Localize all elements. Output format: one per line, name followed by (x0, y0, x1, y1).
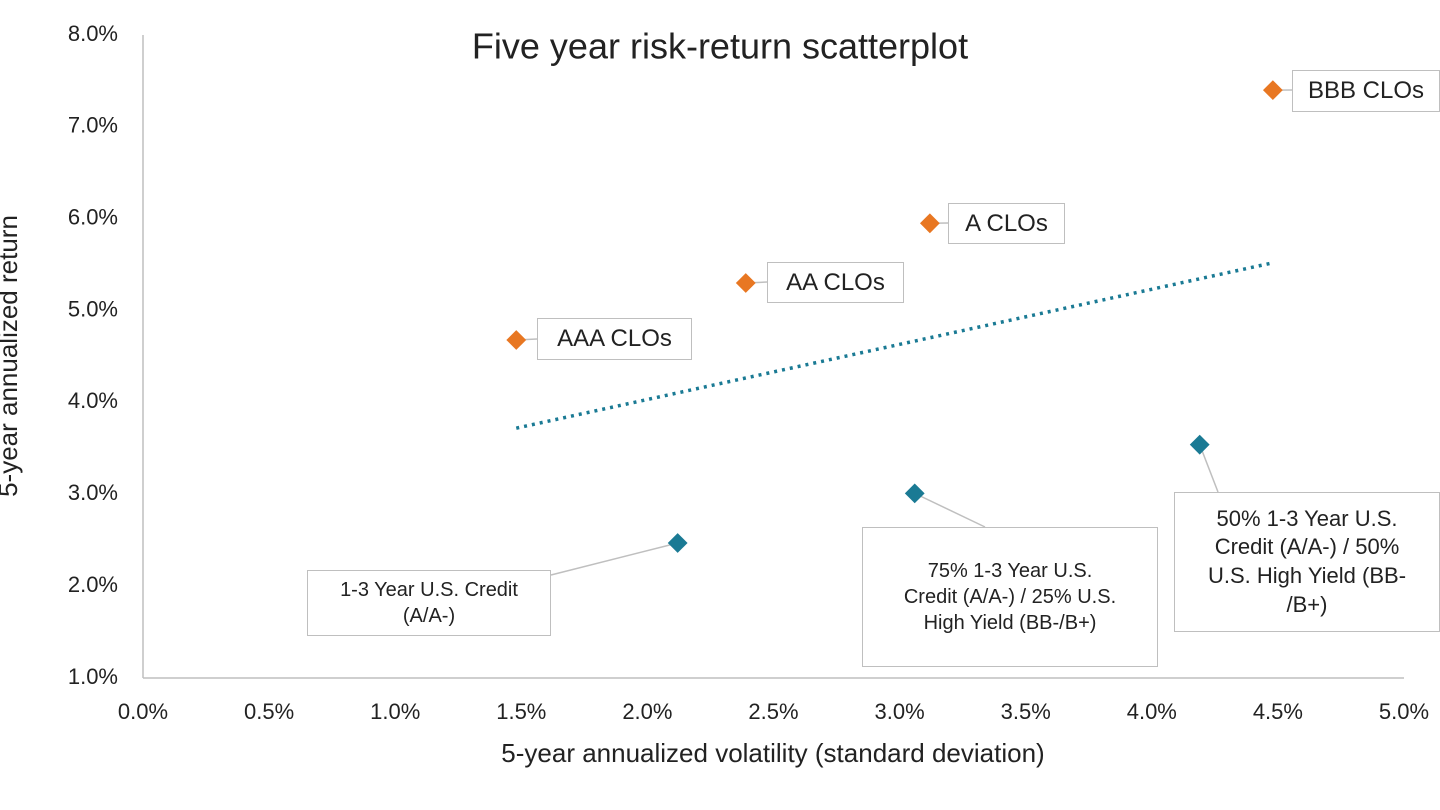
point (1262, 80, 1283, 101)
data-label: A CLOs (948, 203, 1065, 244)
x-tick-label: 4.0% (1127, 699, 1177, 724)
point (667, 533, 688, 553)
x-tick-label: 5.0% (1379, 699, 1429, 724)
x-tick-label: 1.0% (370, 699, 420, 724)
data-label: AAA CLOs (537, 318, 692, 360)
x-tick-label: 0.0% (118, 699, 168, 724)
y-tick-label: 3.0% (68, 480, 118, 505)
y-tick-label: 8.0% (68, 21, 118, 46)
x-axis-label: 5-year annualized volatility (standard d… (501, 738, 1044, 768)
x-tick-label: 3.0% (875, 699, 925, 724)
leader-line (1199, 444, 1219, 493)
y-tick-label: 6.0% (68, 205, 118, 230)
x-tick-label: 0.5% (244, 699, 294, 724)
x-tick-label: 4.5% (1253, 699, 1303, 724)
point (904, 483, 925, 504)
chart-title: Five year risk-return scatterplot (472, 26, 968, 67)
x-tick-label: 1.5% (496, 699, 546, 724)
trendline (515, 261, 1274, 430)
data-label: 75% 1-3 Year U.S. Credit (A/A-) / 25% U.… (862, 527, 1158, 667)
data-label: 50% 1-3 Year U.S. Credit (A/A-) / 50% U.… (1174, 492, 1440, 632)
point (919, 213, 940, 234)
point (735, 273, 756, 293)
data-label: AA CLOs (767, 262, 904, 303)
data-label: 1-3 Year U.S. Credit (A/A-) (307, 570, 551, 636)
x-tick-label: 2.5% (748, 699, 798, 724)
y-tick-label: 1.0% (68, 664, 118, 689)
y-tick-label: 2.0% (68, 572, 118, 597)
point (1189, 434, 1210, 455)
y-tick-label: 7.0% (68, 113, 118, 138)
data-label: BBB CLOs (1292, 70, 1440, 112)
y-tick-label: 5.0% (68, 296, 118, 321)
y-tick-label: 4.0% (68, 388, 118, 413)
x-tick-label: 3.5% (1001, 699, 1051, 724)
x-tick-label: 2.0% (622, 699, 672, 724)
point (506, 330, 527, 350)
leader-line (550, 542, 678, 576)
y-axis-label: 5-year annualized return (0, 215, 23, 497)
leader-line (914, 492, 986, 528)
